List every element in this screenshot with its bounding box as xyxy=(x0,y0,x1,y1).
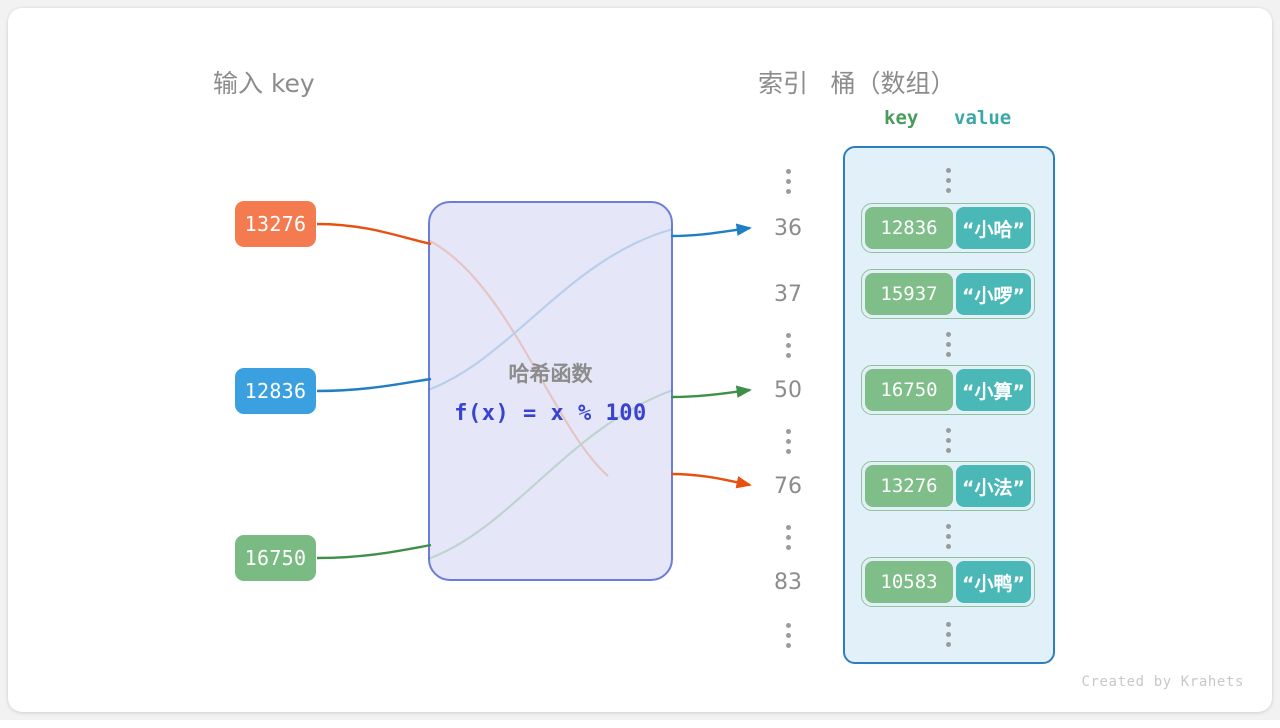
bucket-entry-key: 13276 xyxy=(865,465,953,507)
bucket-entry-key: 12836 xyxy=(865,207,953,249)
bucket-ellipsis xyxy=(945,168,951,193)
input-column-header: 输入 key xyxy=(213,69,315,98)
index-value: 83 xyxy=(774,570,802,595)
bucket-entry-value: “小算” xyxy=(956,369,1031,411)
bucket-entry: 15937 “小啰” xyxy=(861,269,1035,319)
index-ellipsis xyxy=(785,525,791,550)
bucket-entry-value: “小啰” xyxy=(956,273,1031,315)
diagram-card: 输入 key 索引 桶（数组） key value 13276 12836 16… xyxy=(8,8,1272,712)
bucket-entry-key: 10583 xyxy=(865,561,953,603)
bucket-column-header: 桶（数组） xyxy=(830,69,956,98)
bucket-entry-value: “小法” xyxy=(956,465,1031,507)
bucket-ellipsis xyxy=(945,428,951,453)
bucket-ellipsis xyxy=(945,524,951,549)
bucket-entry-key: 15937 xyxy=(865,273,953,315)
index-value: 76 xyxy=(774,474,802,499)
bucket-entry-value: “小哈” xyxy=(956,207,1031,249)
bucket-entry: 12836 “小哈” xyxy=(861,203,1035,253)
input-key-box: 13276 xyxy=(235,201,316,247)
bucket-entry: 16750 “小算” xyxy=(861,365,1035,415)
bucket-value-subheader: value xyxy=(954,107,1012,129)
input-key-box: 12836 xyxy=(235,368,316,414)
index-ellipsis xyxy=(785,169,791,194)
bucket-ellipsis xyxy=(945,622,951,647)
bucket-key-subheader: key xyxy=(884,107,919,129)
index-value: 50 xyxy=(774,378,802,403)
hash-function-formula: f(x) = x % 100 xyxy=(454,401,647,426)
index-column-header: 索引 xyxy=(758,69,809,98)
index-value: 36 xyxy=(774,216,802,241)
hash-function-box xyxy=(428,201,673,581)
bucket-entry: 13276 “小法” xyxy=(861,461,1035,511)
index-value: 37 xyxy=(774,282,802,307)
index-ellipsis xyxy=(785,429,791,454)
bucket-entry-value: “小鸭” xyxy=(956,561,1031,603)
bucket-entry-key: 16750 xyxy=(865,369,953,411)
input-key-box: 16750 xyxy=(235,535,316,581)
credit-text: Created by Krahets xyxy=(1081,674,1244,690)
hash-function-title: 哈希函数 xyxy=(508,362,593,386)
index-ellipsis xyxy=(785,623,791,648)
bucket-ellipsis xyxy=(945,332,951,357)
bucket-entry: 10583 “小鸭” xyxy=(861,557,1035,607)
index-ellipsis xyxy=(785,333,791,358)
